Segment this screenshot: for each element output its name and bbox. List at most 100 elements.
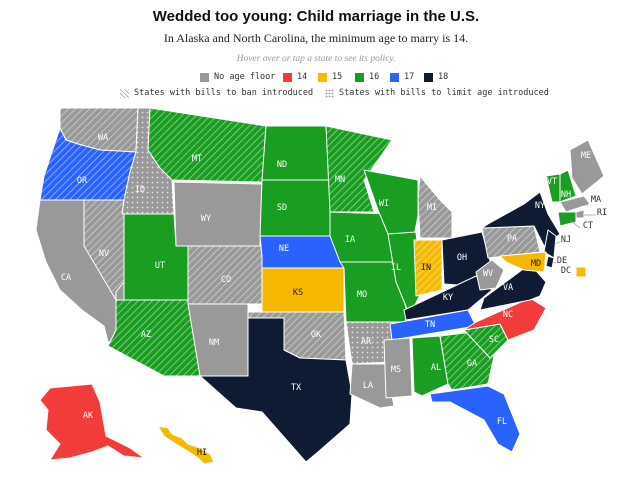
state-shape[interactable] (349, 363, 395, 409)
state-ct[interactable]: CT (557, 211, 593, 231)
state-co[interactable]: CO (187, 245, 263, 305)
state-ny[interactable]: NY (481, 191, 561, 247)
state-shape[interactable] (199, 317, 353, 463)
state-ri[interactable]: RI (575, 208, 607, 219)
state-shape[interactable] (429, 385, 521, 453)
chart-subtitle: In Alaska and North Carolina, the minimu… (163, 31, 469, 45)
state-label: IA (345, 235, 355, 245)
legend-swatch (390, 72, 399, 82)
state-me[interactable]: ME (569, 139, 605, 195)
state-vt[interactable]: VT (545, 173, 561, 203)
state-label: MN (335, 175, 345, 185)
ban-bill-hatch (40, 128, 136, 200)
state-ky[interactable]: KY (403, 275, 493, 321)
state-nc[interactable]: NC (463, 297, 547, 341)
state-shape[interactable] (545, 255, 555, 269)
state-la[interactable]: LA (349, 363, 395, 409)
ban-bill-hatch (188, 246, 262, 304)
state-label: TX (291, 383, 302, 393)
legend-swatch (424, 72, 433, 82)
state-mi[interactable]: MI (417, 175, 453, 239)
legend-label: No age floor (214, 72, 276, 82)
ban-bill-hatch (418, 176, 452, 238)
chart-title: Wedded too young: Child marriage in the … (152, 8, 480, 25)
state-nv[interactable]: NV (83, 199, 125, 301)
legend-label: 16 (369, 72, 380, 82)
state-il[interactable]: IL (387, 231, 423, 317)
state-in[interactable]: IN (413, 239, 443, 297)
state-nd[interactable]: ND (261, 125, 331, 181)
state-de[interactable]: DE (545, 255, 567, 269)
state-label: DC (561, 266, 571, 276)
state-pa[interactable]: PA (481, 225, 541, 259)
state-mt[interactable]: MT (147, 107, 267, 183)
state-shape[interactable] (559, 195, 591, 213)
state-mn[interactable]: MN (325, 125, 393, 213)
state-dc[interactable]: DC (561, 266, 587, 278)
state-label: AR (361, 337, 372, 347)
state-shape[interactable] (557, 211, 577, 227)
state-label: KY (443, 293, 453, 303)
state-label: NJ (561, 235, 571, 245)
legend-item-15: 15 (318, 72, 342, 82)
state-shape[interactable] (481, 191, 561, 247)
legend-swatch (355, 72, 364, 82)
state-az[interactable]: AZ (107, 299, 201, 377)
state-label: NC (503, 310, 513, 320)
state-label: NE (279, 244, 289, 254)
state-shape[interactable] (559, 169, 577, 203)
state-shape[interactable] (383, 337, 413, 399)
ban-bill-hatch (414, 240, 442, 296)
state-tx[interactable]: TX (199, 317, 353, 463)
label-leader-line (553, 241, 561, 245)
state-shape[interactable] (463, 297, 547, 341)
state-ma[interactable]: MA (559, 195, 601, 213)
label-leader-line (569, 219, 581, 229)
state-shape[interactable] (157, 425, 215, 465)
legend-label: 18 (438, 72, 449, 82)
limit-bill-dots (122, 108, 174, 214)
state-shape[interactable] (575, 266, 587, 278)
dots-swatch (325, 88, 334, 98)
state-label: FL (497, 417, 507, 427)
legend-item-no-age-floor: No age floor (200, 72, 275, 82)
state-al[interactable]: AL (411, 335, 449, 397)
state-sc[interactable]: SC (463, 323, 509, 359)
state-label: IL (391, 263, 401, 273)
state-shape[interactable] (261, 125, 331, 181)
state-md[interactable]: MD (499, 251, 547, 273)
state-shape[interactable] (403, 275, 493, 321)
state-wy[interactable]: WY (173, 181, 263, 247)
state-shape[interactable] (39, 383, 145, 461)
state-shape[interactable] (173, 181, 263, 247)
state-label: LA (363, 381, 373, 391)
state-shape[interactable] (411, 335, 449, 397)
legend-item-16: 16 (355, 72, 379, 82)
state-label: PA (507, 234, 517, 244)
state-wv[interactable]: WV (475, 259, 505, 291)
state-fl[interactable]: FL (429, 385, 521, 453)
state-shape[interactable] (387, 231, 423, 317)
state-label: WY (201, 214, 211, 224)
state-label: VT (547, 177, 557, 187)
state-label: KS (293, 288, 303, 298)
state-label: MD (531, 259, 541, 269)
state-shape[interactable] (259, 179, 331, 237)
state-ak[interactable]: AK (39, 383, 145, 461)
state-label: IN (421, 263, 431, 273)
state-nh[interactable]: NH (559, 169, 577, 203)
state-ks[interactable]: KS (261, 267, 345, 313)
legend-label: 14 (297, 72, 308, 82)
state-ms[interactable]: MS (383, 337, 413, 399)
state-sd[interactable]: SD (259, 179, 331, 237)
state-shape[interactable] (575, 209, 585, 219)
state-shape[interactable] (569, 139, 605, 195)
state-hi[interactable]: HI (157, 425, 215, 465)
state-shape[interactable] (499, 251, 547, 273)
legend-item-hatch: States with bills to ban introduced (120, 88, 313, 98)
state-or[interactable]: OR (39, 127, 137, 201)
state-label: SC (489, 335, 499, 345)
legend-label: States with bills to limit age introduce… (339, 88, 549, 98)
state-shape[interactable] (475, 259, 505, 291)
